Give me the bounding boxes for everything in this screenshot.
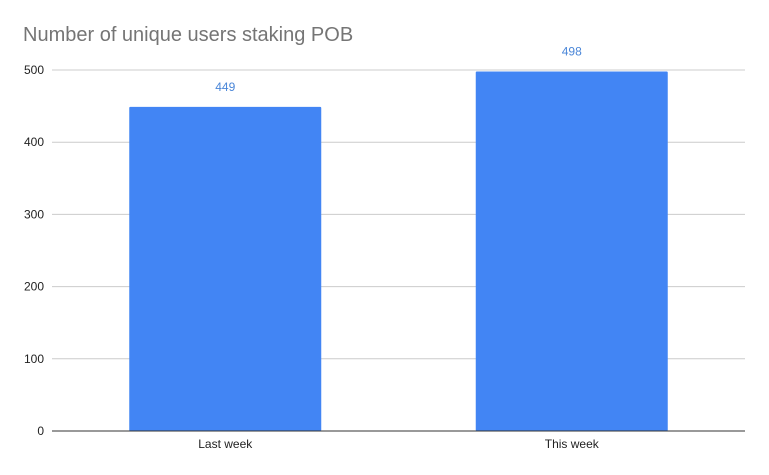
data-label-0: 449	[215, 80, 235, 94]
bar-this-week	[475, 71, 668, 431]
y-tick-label-100: 100	[24, 352, 44, 366]
data-label-1: 498	[562, 44, 582, 58]
y-tick-label-200: 200	[24, 280, 44, 294]
y-tick-label-0: 0	[37, 424, 44, 438]
y-tick-label-300: 300	[24, 207, 44, 221]
bar-last-week	[129, 106, 322, 432]
x-tick-label-1: This week	[545, 437, 600, 451]
chart-title: Number of unique users staking POB	[23, 24, 354, 46]
y-tick-label-400: 400	[24, 135, 44, 149]
y-tick-label-500: 500	[24, 63, 44, 77]
x-tick-label-0: Last week	[198, 437, 253, 451]
